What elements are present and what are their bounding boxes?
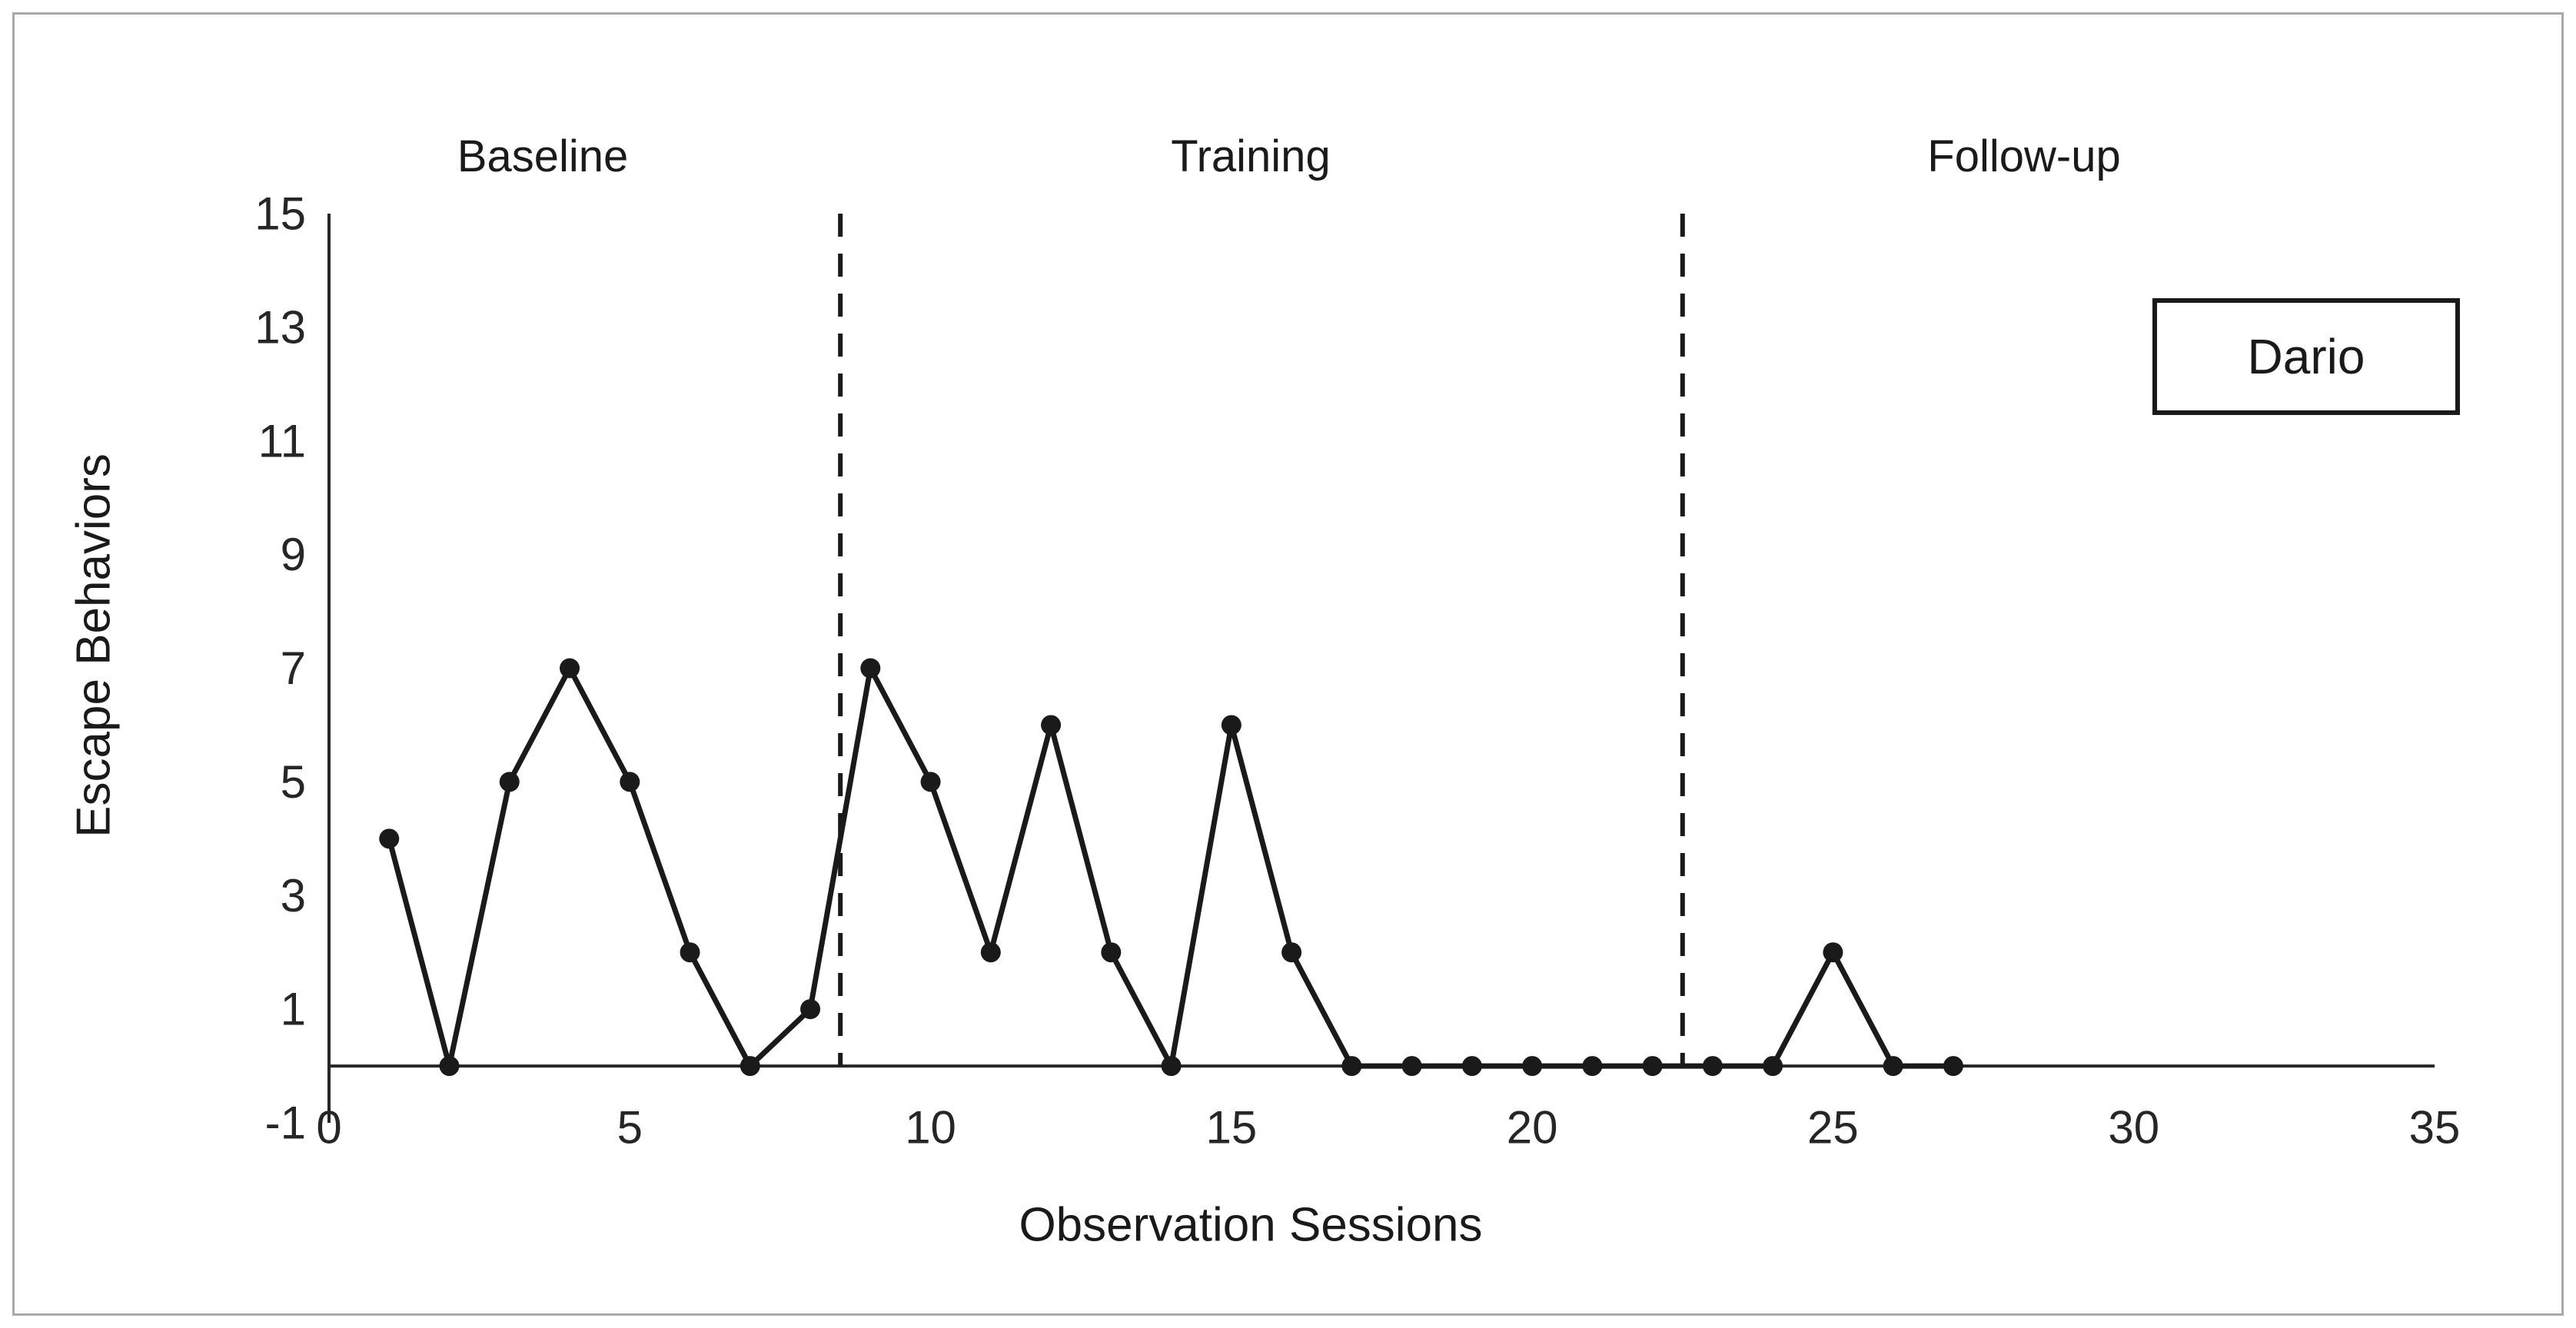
- data-point-marker: [1401, 1056, 1422, 1077]
- phase-label-training: Training: [1171, 131, 1331, 181]
- x-tick-label: 5: [617, 1102, 643, 1154]
- y-tick-label: -1: [265, 1097, 306, 1149]
- data-point-marker: [620, 772, 640, 792]
- data-point-marker: [740, 1056, 760, 1077]
- data-point-marker: [379, 828, 400, 849]
- y-tick-label: 13: [254, 301, 306, 353]
- data-point-marker: [1161, 1056, 1182, 1077]
- data-series-line: [386, 666, 1956, 1069]
- data-point-marker: [499, 772, 520, 792]
- data-point-marker: [1702, 1056, 1723, 1077]
- data-point-marker: [920, 772, 941, 792]
- x-tick-label: 25: [1807, 1102, 1859, 1154]
- data-point-marker: [980, 942, 1001, 963]
- data-point-marker: [560, 658, 580, 679]
- legend-label: Dario: [2247, 329, 2365, 384]
- data-point-marker: [1522, 1056, 1543, 1077]
- data-point-marker: [1582, 1056, 1603, 1077]
- data-point-marker: [1763, 1056, 1783, 1077]
- x-tick-label: 30: [2108, 1102, 2159, 1154]
- data-point-marker: [1341, 1056, 1362, 1077]
- y-tick-label: 9: [281, 529, 306, 580]
- y-tick-label: 7: [281, 642, 306, 694]
- data-point-marker: [800, 999, 821, 1020]
- legend-box: Dario: [2152, 298, 2460, 415]
- y-tick-label: 15: [254, 188, 306, 240]
- x-tick-label: 0: [316, 1102, 341, 1154]
- data-point-marker: [439, 1056, 460, 1077]
- data-point-marker: [1642, 1056, 1663, 1077]
- y-tick-label: 5: [281, 756, 306, 808]
- x-tick-label: 35: [2409, 1102, 2461, 1154]
- data-point-marker: [1281, 942, 1302, 963]
- data-point-marker: [1101, 942, 1122, 963]
- y-axis-title: Escape Behaviors: [67, 453, 121, 838]
- phase-label-baseline: Baseline: [457, 131, 629, 181]
- chart-frame: [12, 12, 2564, 1316]
- data-point-marker: [680, 942, 700, 963]
- data-point-marker: [1943, 1056, 1963, 1077]
- data-point-marker: [1221, 715, 1241, 735]
- data-point-marker: [860, 658, 881, 679]
- y-tick-label: 3: [281, 870, 306, 921]
- data-point-marker: [1883, 1056, 1903, 1077]
- data-point-marker: [1461, 1056, 1482, 1077]
- x-tick-label: 20: [1507, 1102, 1558, 1154]
- data-point-marker: [1041, 715, 1062, 735]
- x-tick-label: 15: [1205, 1102, 1257, 1154]
- x-axis-title: Observation Sessions: [1019, 1198, 1483, 1252]
- phase-label-followup: Follow-up: [1927, 131, 2121, 181]
- y-tick-label: 11: [258, 415, 306, 466]
- x-tick-label: 10: [905, 1102, 956, 1154]
- y-tick-label: 1: [281, 984, 306, 1035]
- data-point-marker: [1823, 942, 1843, 963]
